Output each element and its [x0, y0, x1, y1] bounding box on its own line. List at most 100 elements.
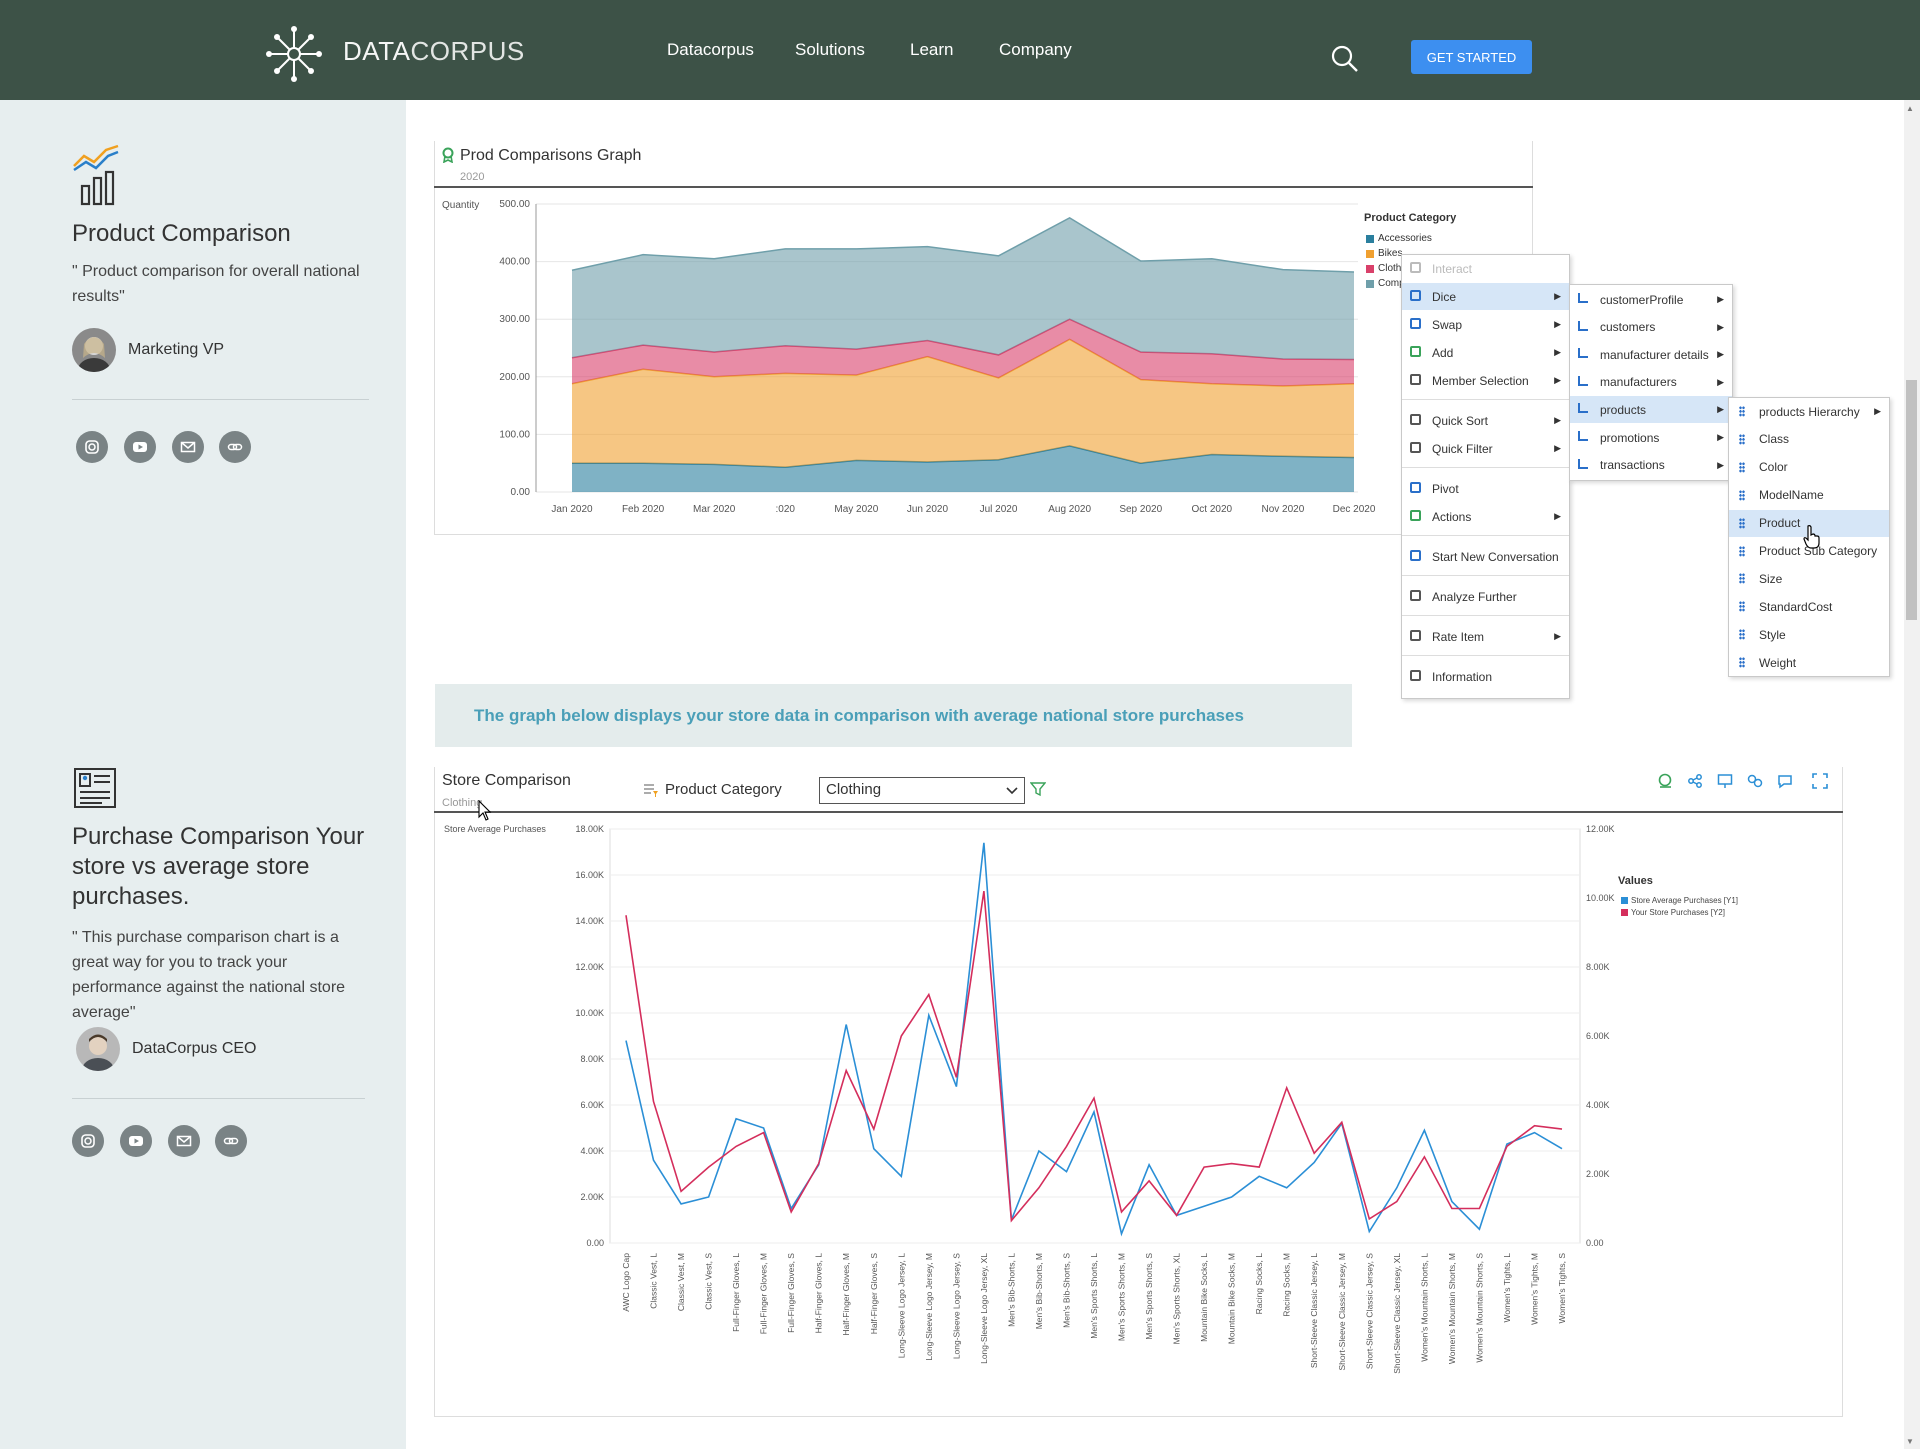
legend-item[interactable]: Your Store Purchases [Y2]: [1621, 906, 1738, 918]
attribute-icon: [1739, 573, 1745, 585]
nav-link-solutions[interactable]: Solutions: [795, 40, 865, 59]
legend-item[interactable]: Store Average Purchases [Y1]: [1621, 894, 1738, 906]
menu-item-analyze-further[interactable]: Analyze Further: [1402, 583, 1569, 610]
brand-name[interactable]: DATACORPUS: [343, 36, 525, 66]
nav-link-datacorpus[interactable]: Datacorpus: [667, 40, 754, 59]
products-item-size[interactable]: Size: [1729, 565, 1889, 592]
fullscreen-icon[interactable]: [1812, 773, 1828, 789]
menu-item-member-selection[interactable]: Member Selection ▶: [1402, 367, 1569, 394]
x-tick-label: Nov 2020: [1262, 504, 1305, 515]
y1-tick-label: 14.00K: [575, 916, 604, 926]
share-icon[interactable]: [1687, 773, 1703, 789]
arrow-cursor-icon: [478, 800, 492, 821]
get-started-button[interactable]: GET STARTED: [1411, 40, 1532, 74]
submenu-arrow-icon: ▶: [1717, 459, 1724, 470]
link-icon[interactable]: [215, 1125, 247, 1157]
legend-item[interactable]: Bikes: [1366, 246, 1435, 261]
bubbles-icon[interactable]: [1747, 773, 1763, 789]
products-item-style[interactable]: Style: [1729, 621, 1889, 648]
section-divider: [72, 399, 369, 400]
dice-item-promotions[interactable]: promotions ▶: [1570, 424, 1732, 451]
dice-item-manufacturer-details[interactable]: manufacturer details ▶: [1570, 341, 1732, 368]
attribute-icon: [1739, 433, 1745, 445]
youtube-icon[interactable]: [120, 1125, 152, 1157]
submenu-arrow-icon: ▶: [1554, 631, 1561, 641]
submenu-arrow-icon: ▶: [1717, 294, 1724, 304]
panel-header-rule: [434, 811, 1843, 813]
comment-icon[interactable]: [1777, 773, 1793, 789]
chat-bubble-icon[interactable]: [1657, 773, 1673, 789]
menu-item-label: StandardCost: [1759, 599, 1833, 614]
y1-tick-label: 10.00K: [575, 1008, 604, 1018]
menu-item-swap[interactable]: Swap ▶: [1402, 311, 1569, 338]
products-item-weight[interactable]: Weight: [1729, 649, 1889, 676]
hierarchy-icon: [1739, 406, 1745, 417]
menu-item-add[interactable]: Add ▶: [1402, 339, 1569, 366]
x-tick-label: Feb 2020: [622, 504, 665, 515]
dice-item-manufacturers[interactable]: manufacturers ▶: [1570, 369, 1732, 396]
submenu-arrow-icon: ▶: [1554, 291, 1561, 301]
menu-item-label: Weight: [1759, 655, 1797, 670]
legend-label: Clothing: [1378, 263, 1415, 274]
legend-item[interactable]: Accessories: [1366, 231, 1435, 246]
youtube-icon[interactable]: [124, 431, 156, 463]
instagram-icon[interactable]: [76, 431, 108, 463]
dice-item-customers[interactable]: customers ▶: [1570, 314, 1732, 341]
section-quote-purchase-comparison: " This purchase comparison chart is a gr…: [72, 929, 346, 1021]
menu-item-label: products Hierarchy: [1759, 404, 1860, 419]
nav-link-learn[interactable]: Learn: [910, 40, 954, 59]
scroll-up-arrow-icon[interactable]: ▲: [1906, 104, 1914, 113]
dice-item-transactions[interactable]: transactions ▶: [1570, 452, 1732, 479]
submenu-arrow-icon: ▶: [1874, 406, 1881, 416]
analyze-further-icon: [1410, 590, 1421, 601]
products-item-modelname[interactable]: ModelName: [1729, 482, 1889, 509]
search-icon[interactable]: [1330, 44, 1360, 74]
mail-icon[interactable]: [172, 431, 204, 463]
page-scrollbar[interactable]: [1904, 100, 1920, 1449]
menu-item-start-new-conversation[interactable]: Start New Conversation: [1402, 543, 1569, 570]
prod-comparisons-area-chart[interactable]: 0.00 100.00 200.00 300.00 400.00 500.00 Quanti…: [434, 190, 1533, 530]
scroll-down-arrow-icon[interactable]: ▼: [1906, 1437, 1914, 1446]
filter-icon[interactable]: [1030, 781, 1046, 797]
menu-item-information[interactable]: Information: [1402, 663, 1569, 690]
menu-item-quick-sort[interactable]: Quick Sort ▶: [1402, 407, 1569, 434]
dice-item-products[interactable]: products ▶: [1570, 396, 1732, 424]
dice-item-customerprofile[interactable]: customerProfile ▶: [1570, 286, 1732, 313]
menu-item-actions[interactable]: Actions ▶: [1402, 503, 1569, 530]
menu-item-label: Swap: [1432, 317, 1463, 332]
y-tick-label: 100.00: [499, 429, 530, 440]
menu-item-label: Dice: [1432, 289, 1457, 304]
store-comparison-line-chart[interactable]: 0.00 2.00K 4.00K 6.00K 8.00K 10.00K 12.00K 14.0…: [434, 815, 1843, 1375]
x-category-label: Mountain Bike Socks, M: [1227, 1253, 1237, 1344]
submenu-arrow-icon: ▶: [1554, 443, 1561, 453]
plot-frame: [609, 828, 1581, 1244]
legend-item[interactable]: Clothing: [1366, 261, 1435, 276]
scrollbar-thumb[interactable]: [1906, 380, 1917, 620]
datacorpus-logo-icon[interactable]: [264, 24, 324, 84]
y-tick-label: 300.00: [499, 314, 530, 325]
menu-item-label: customerProfile: [1600, 292, 1684, 307]
x-category-label: Classic Vest, S: [704, 1253, 714, 1310]
quick-sort-icon: [1410, 414, 1421, 425]
products-item-products-hierarchy[interactable]: products Hierarchy ▶: [1729, 398, 1889, 425]
store-comparison-panel: [434, 767, 1843, 1417]
x-tick-label: Dec 2020: [1333, 504, 1376, 515]
menu-item-label: Pivot: [1432, 481, 1459, 496]
legend-swatch: [1366, 234, 1374, 243]
nav-link-company[interactable]: Company: [999, 40, 1072, 59]
instagram-icon[interactable]: [72, 1125, 104, 1157]
menu-item-dice[interactable]: Dice ▶: [1402, 283, 1569, 310]
product-category-select[interactable]: Clothing: [819, 777, 1025, 804]
area-series-clothing: [572, 319, 1354, 387]
x-tick-label: Mar 2020: [693, 504, 736, 515]
link-icon[interactable]: [219, 431, 251, 463]
menu-item-quick-filter[interactable]: Quick Filter ▶: [1402, 435, 1569, 462]
menu-item-pivot[interactable]: Pivot: [1402, 475, 1569, 502]
products-item-color[interactable]: Color: [1729, 454, 1889, 481]
products-item-class[interactable]: Class: [1729, 426, 1889, 453]
products-item-standardcost[interactable]: StandardCost: [1729, 593, 1889, 620]
present-icon[interactable]: [1717, 773, 1733, 789]
products-item-product-sub-category[interactable]: Product Sub Category: [1729, 538, 1889, 565]
mail-icon[interactable]: [168, 1125, 200, 1157]
menu-item-rate-item[interactable]: Rate Item ▶: [1402, 623, 1569, 650]
